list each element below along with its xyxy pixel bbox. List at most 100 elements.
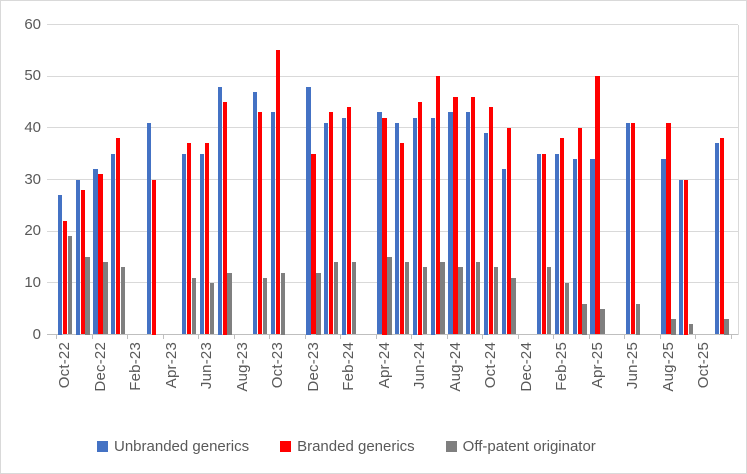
bar-off-patent-originator-mar-25[interactable] (582, 303, 587, 335)
bar-branded-generics-jun-24[interactable] (417, 102, 423, 335)
bar-branded-generics-jun-25[interactable] (630, 122, 636, 335)
bar-unbranded-generics-sep-24[interactable] (466, 112, 471, 335)
bar-branded-generics-mar-25[interactable] (577, 127, 582, 335)
bar-branded-generics-nov-24[interactable] (506, 127, 511, 335)
bar-branded-generics-sep-23[interactable] (258, 112, 263, 335)
bar-unbranded-generics-jan-23[interactable] (111, 153, 116, 335)
bar-branded-generics-jul-24[interactable] (435, 76, 440, 335)
bar-branded-generics-apr-24[interactable] (382, 117, 387, 335)
bar-unbranded-generics-sep-23[interactable] (253, 91, 258, 335)
bar-off-patent-originator-may-24[interactable] (404, 262, 410, 335)
bar-unbranded-generics-feb-25[interactable] (554, 153, 560, 335)
bar-off-patent-originator-jul-23[interactable] (227, 272, 232, 335)
plot-right-border (738, 24, 739, 335)
bar-unbranded-generics-oct-24[interactable] (483, 133, 489, 335)
bar-off-patent-originator-apr-24[interactable] (387, 257, 392, 335)
bar-branded-generics-nov-22[interactable] (80, 189, 85, 335)
x-axis-tick (695, 335, 696, 339)
bar-branded-generics-sep-25[interactable] (684, 179, 689, 335)
bar-off-patent-originator-nov-22[interactable] (85, 257, 90, 335)
bar-off-patent-originator-oct-23[interactable] (280, 272, 286, 335)
y-axis-label: 10 (24, 273, 41, 291)
bar-branded-generics-jan-25[interactable] (542, 153, 547, 335)
bar-off-patent-originator-jun-25[interactable] (635, 303, 641, 335)
bar-branded-generics-aug-25[interactable] (666, 122, 671, 335)
bar-unbranded-generics-nov-25[interactable] (714, 143, 719, 335)
bar-branded-generics-nov-25[interactable] (719, 138, 724, 335)
bar-off-patent-originator-jan-24[interactable] (333, 262, 339, 335)
bar-off-patent-originator-nov-24[interactable] (511, 277, 516, 335)
bar-unbranded-generics-aug-24[interactable] (448, 112, 453, 335)
bar-branded-generics-jul-23[interactable] (222, 102, 227, 335)
x-axis-tick (198, 335, 199, 339)
bar-branded-generics-oct-23[interactable] (275, 50, 281, 335)
bar-off-patent-originator-sep-24[interactable] (475, 262, 481, 335)
bar-unbranded-generics-oct-23[interactable] (270, 112, 276, 335)
bar-unbranded-generics-mar-23[interactable] (146, 122, 151, 335)
bar-unbranded-generics-jun-25[interactable] (625, 122, 631, 335)
bar-off-patent-originator-oct-24[interactable] (493, 267, 499, 335)
bar-off-patent-originator-dec-23[interactable] (316, 272, 321, 335)
x-axis-tick (127, 335, 128, 339)
bar-off-patent-originator-oct-22[interactable] (67, 236, 73, 335)
x-axis-label: Oct-25 (695, 342, 713, 389)
bar-off-patent-originator-jul-24[interactable] (440, 262, 445, 335)
x-axis-label: Oct-23 (269, 342, 287, 389)
gridline (47, 282, 738, 284)
legend-item-unbranded-generics[interactable]: Unbranded generics (97, 438, 249, 455)
bar-branded-generics-feb-24[interactable] (346, 107, 352, 335)
bar-unbranded-generics-jun-24[interactable] (412, 117, 418, 335)
bar-unbranded-generics-jan-25[interactable] (537, 153, 542, 335)
bar-unbranded-generics-sep-25[interactable] (679, 179, 684, 335)
bar-unbranded-generics-jan-24[interactable] (324, 122, 329, 335)
bar-off-patent-originator-nov-25[interactable] (724, 319, 729, 335)
bar-branded-generics-may-24[interactable] (400, 143, 405, 335)
bar-unbranded-generics-apr-24[interactable] (377, 112, 382, 335)
bar-branded-generics-aug-24[interactable] (453, 96, 458, 335)
bar-off-patent-originator-aug-24[interactable] (458, 267, 463, 335)
bar-branded-generics-jan-24[interactable] (329, 112, 334, 335)
bar-unbranded-generics-oct-22[interactable] (57, 195, 63, 335)
bar-branded-generics-sep-24[interactable] (471, 96, 476, 335)
bar-branded-generics-feb-25[interactable] (559, 138, 565, 335)
bar-unbranded-generics-jul-23[interactable] (217, 86, 222, 335)
legend-item-branded-generics[interactable]: Branded generics (280, 438, 415, 455)
bar-off-patent-originator-aug-25[interactable] (671, 319, 676, 335)
bar-branded-generics-mar-23[interactable] (151, 179, 156, 335)
bar-off-patent-originator-feb-24[interactable] (351, 262, 357, 335)
bar-unbranded-generics-dec-23[interactable] (306, 86, 311, 335)
bar-unbranded-generics-dec-22[interactable] (93, 169, 98, 335)
bar-off-patent-originator-jan-23[interactable] (120, 267, 126, 335)
legend-item-off-patent-originator[interactable]: Off-patent originator (445, 438, 596, 455)
bar-unbranded-generics-feb-24[interactable] (341, 117, 347, 335)
bar-unbranded-generics-nov-22[interactable] (75, 179, 80, 335)
bar-branded-generics-apr-25[interactable] (595, 76, 600, 335)
bar-off-patent-originator-may-23[interactable] (191, 277, 197, 335)
bar-branded-generics-jun-23[interactable] (204, 143, 210, 335)
bar-off-patent-originator-sep-25[interactable] (688, 324, 694, 335)
bar-branded-generics-may-23[interactable] (187, 143, 192, 335)
bar-off-patent-originator-jun-23[interactable] (209, 282, 215, 335)
bar-branded-generics-dec-23[interactable] (311, 153, 316, 335)
x-axis-tick (553, 335, 554, 339)
bar-off-patent-originator-jan-25[interactable] (546, 267, 552, 335)
bar-off-patent-originator-apr-25[interactable] (600, 308, 605, 335)
bar-unbranded-generics-may-24[interactable] (395, 122, 400, 335)
x-axis-tick (162, 335, 164, 339)
bar-unbranded-generics-jul-24[interactable] (430, 117, 435, 335)
bar-branded-generics-jan-23[interactable] (116, 138, 121, 335)
bar-unbranded-generics-mar-25[interactable] (572, 158, 577, 335)
bar-off-patent-originator-jun-24[interactable] (422, 267, 428, 335)
bar-off-patent-originator-feb-25[interactable] (564, 282, 570, 335)
bar-unbranded-generics-apr-25[interactable] (590, 158, 595, 335)
bar-branded-generics-oct-24[interactable] (488, 107, 494, 335)
bar-unbranded-generics-may-23[interactable] (182, 153, 187, 335)
bar-off-patent-originator-sep-23[interactable] (262, 277, 268, 335)
bar-unbranded-generics-aug-25[interactable] (661, 158, 666, 335)
bar-unbranded-generics-nov-24[interactable] (501, 169, 506, 335)
bar-branded-generics-oct-22[interactable] (62, 220, 68, 335)
bar-unbranded-generics-jun-23[interactable] (199, 153, 205, 335)
bar-branded-generics-dec-22[interactable] (98, 174, 103, 335)
bar-off-patent-originator-dec-22[interactable] (103, 262, 108, 335)
